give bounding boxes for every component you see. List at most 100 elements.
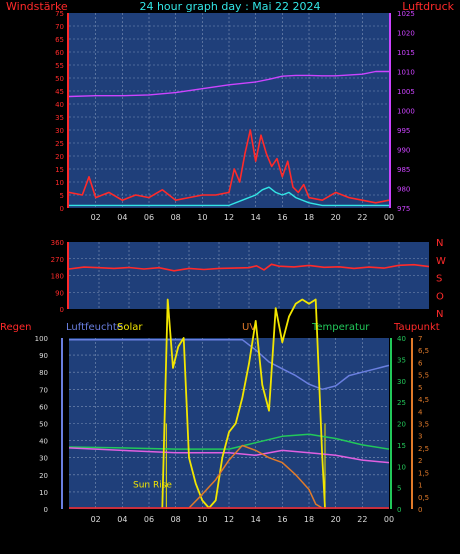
- wind-tick-label: 15: [55, 166, 64, 174]
- pressure-tick-label: 1000: [397, 108, 415, 116]
- wind-tick-label: 50: [55, 75, 64, 83]
- temperature-tick-label: 0: [397, 506, 401, 514]
- wind-direction-series: [68, 263, 430, 272]
- humidity-tick-label: 50: [39, 421, 48, 429]
- pressure-tick-label: 1020: [397, 30, 415, 38]
- x-tick-label: 00: [384, 213, 394, 222]
- pressure-tick-label: 975: [397, 205, 410, 213]
- solar-line: [161, 298, 326, 509]
- pressure-tick-label: 990: [397, 147, 410, 155]
- x-tick-label: 16: [277, 515, 287, 524]
- pressure-tick-label: 985: [397, 166, 410, 174]
- temperature-axis-ticks: 0 5 10 15 20 25 30 35 40: [390, 335, 406, 514]
- pressure-tick-label: 1010: [397, 69, 415, 77]
- dewpoint-tick-label: 4,5: [418, 396, 429, 404]
- dewpoint-tick-label: 3: [418, 433, 422, 441]
- wind-pressure-grid: [69, 13, 389, 208]
- pressure-tick-label: 1005: [397, 88, 415, 96]
- dewpoint-line: [68, 447, 390, 464]
- humidity-tick-label: 40: [39, 438, 48, 446]
- temperature-tick-label: 25: [397, 399, 406, 407]
- x-tick-label: 22: [357, 213, 367, 222]
- humidity-tick-label: 0: [44, 506, 48, 514]
- dewpoint-tick-label: 2: [418, 457, 422, 465]
- climate-series: [68, 298, 390, 509]
- x-tick-label: 10: [197, 515, 207, 524]
- x-tick-label: 12: [224, 213, 234, 222]
- wind-tick-label: 30: [55, 127, 64, 135]
- dewpoint-tick-label: 7: [418, 335, 422, 343]
- humidity-tick-label: 80: [39, 369, 48, 377]
- x-tick-label: 06: [144, 213, 154, 222]
- direction-tick-label: 90: [55, 289, 64, 297]
- legend-entry: Regen: [0, 322, 32, 333]
- wind-tick-label: 55: [55, 62, 64, 70]
- x-tick-label: 02: [91, 213, 101, 222]
- dewpoint-tick-label: 4: [418, 408, 423, 416]
- wind-tick-label: 65: [55, 36, 64, 44]
- humidity-tick-label: 90: [39, 352, 48, 360]
- x-tick-label: 16: [277, 213, 287, 222]
- wind-tick-label: 40: [55, 101, 64, 109]
- pressure-tick-label: 995: [397, 127, 410, 135]
- wind-avg-line: [69, 186, 389, 207]
- x-tick-label: 02: [91, 515, 101, 524]
- direction-tick-label: 360: [51, 239, 64, 247]
- legend-entry: Luftfeuchte: [66, 322, 123, 333]
- wind-direction-grid: [69, 242, 429, 309]
- x-tick-label: 10: [197, 213, 207, 222]
- temperature-tick-label: 5: [397, 485, 401, 493]
- pressure-tick-label: 1015: [397, 49, 415, 57]
- dewpoint-tick-label: 0,5: [418, 494, 429, 502]
- x-tick-label: 18: [304, 213, 314, 222]
- compass-tick-label: N: [436, 309, 443, 320]
- legend-entry: Temperatur: [311, 322, 370, 333]
- climate-grid: [69, 338, 389, 509]
- direction-line: [68, 263, 430, 272]
- x-tick-label: 04: [117, 213, 127, 222]
- temperature-tick-label: 35: [397, 356, 406, 364]
- dewpoint-tick-label: 6,5: [418, 347, 429, 355]
- wind-tick-label: 5: [60, 192, 64, 200]
- humidity-tick-label: 100: [35, 335, 48, 343]
- wind-pressure-series: [68, 70, 390, 207]
- dewpoint-tick-label: 1: [418, 482, 422, 490]
- dewpoint-tick-label: 0: [418, 506, 422, 514]
- temperature-tick-label: 30: [397, 378, 406, 386]
- wind-tick-label: 75: [55, 10, 64, 18]
- header-left-label: Windstärke: [6, 0, 68, 13]
- wind-tick-label: 10: [55, 179, 64, 187]
- x-tick-label: 04: [117, 515, 127, 524]
- climate-x-ticks: 02 04 06 08 10 12 14 16 18 20 22 00: [91, 515, 395, 524]
- dewpoint-tick-label: 1,5: [418, 469, 429, 477]
- x-tick-label: 08: [171, 213, 181, 222]
- pressure-tick-label: 980: [397, 186, 410, 194]
- dewpoint-tick-label: 5,5: [418, 372, 429, 380]
- x-tick-label: 22: [357, 515, 367, 524]
- header-right-label: Luftdruck: [402, 0, 454, 13]
- x-tick-label: 08: [171, 515, 181, 524]
- humidity-axis-ticks: 0 10 20 30 40 50 60 70 80 90 100: [35, 335, 63, 514]
- direction-tick-label: 0: [60, 306, 64, 314]
- wind-tick-label: 0: [60, 205, 64, 213]
- humidity-line: [69, 338, 390, 391]
- wind-tick-label: 70: [55, 23, 64, 31]
- pressure-tick-label: 1025: [397, 10, 415, 18]
- x-tick-label: 06: [144, 515, 154, 524]
- compass-tick-label: W: [436, 256, 446, 267]
- legend-entry: UV: [242, 322, 256, 333]
- wind-tick-label: 35: [55, 114, 64, 122]
- temperature-line: [68, 433, 390, 450]
- temperature-tick-label: 15: [397, 442, 406, 450]
- compass-tick-label: N: [436, 238, 443, 249]
- pressure-line: [68, 70, 389, 98]
- wind-pressure-x-ticks: 02 04 06 08 10 12 14 16 18 20 22 00: [91, 213, 395, 222]
- humidity-tick-label: 60: [39, 403, 48, 411]
- wind-gust-line: [68, 129, 390, 204]
- legend-entry: Taupunkt: [393, 322, 440, 333]
- x-tick-label: 14: [251, 213, 261, 222]
- legend-entry: Solar: [117, 322, 143, 333]
